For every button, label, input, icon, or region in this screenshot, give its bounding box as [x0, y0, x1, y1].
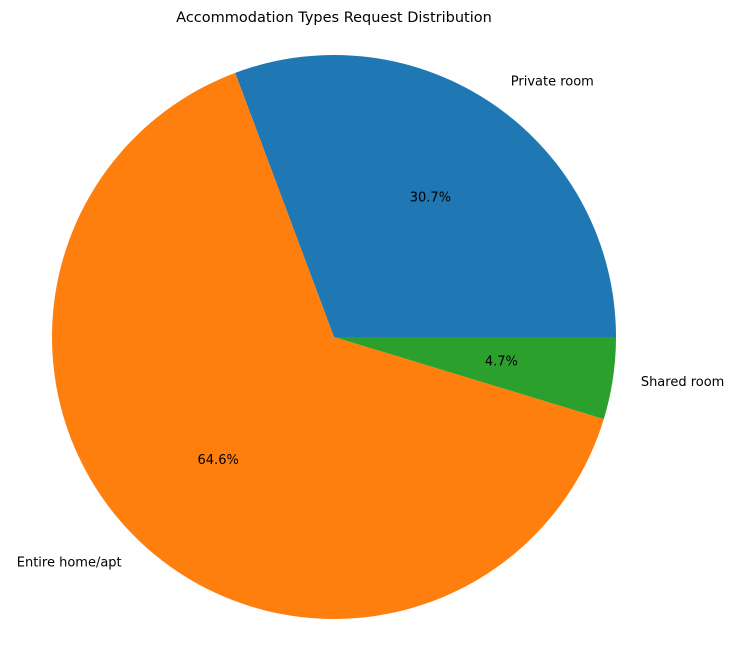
slice-label-private-room: Private room [511, 75, 594, 90]
pie-slice-private-room [235, 55, 616, 337]
slice-label-shared-room: Shared room [641, 375, 725, 390]
slice-percent-entire-home-apt: 64.6% [198, 453, 239, 468]
pie-slices [51, 55, 616, 619]
slice-label-entire-home-apt: Entire home/apt [17, 556, 122, 571]
pie-slice-entire-home-apt [51, 72, 604, 619]
pie-labels: Private room 30.7% Entire home/apt 64.6% Sha… [17, 75, 725, 571]
slice-percent-private-room: 30.7% [410, 190, 451, 205]
pie-slice-shared-room [334, 337, 616, 420]
chart-title: Accommodation Types Request Distribution [176, 10, 492, 26]
slice-percent-shared-room: 4.7% [485, 354, 518, 369]
